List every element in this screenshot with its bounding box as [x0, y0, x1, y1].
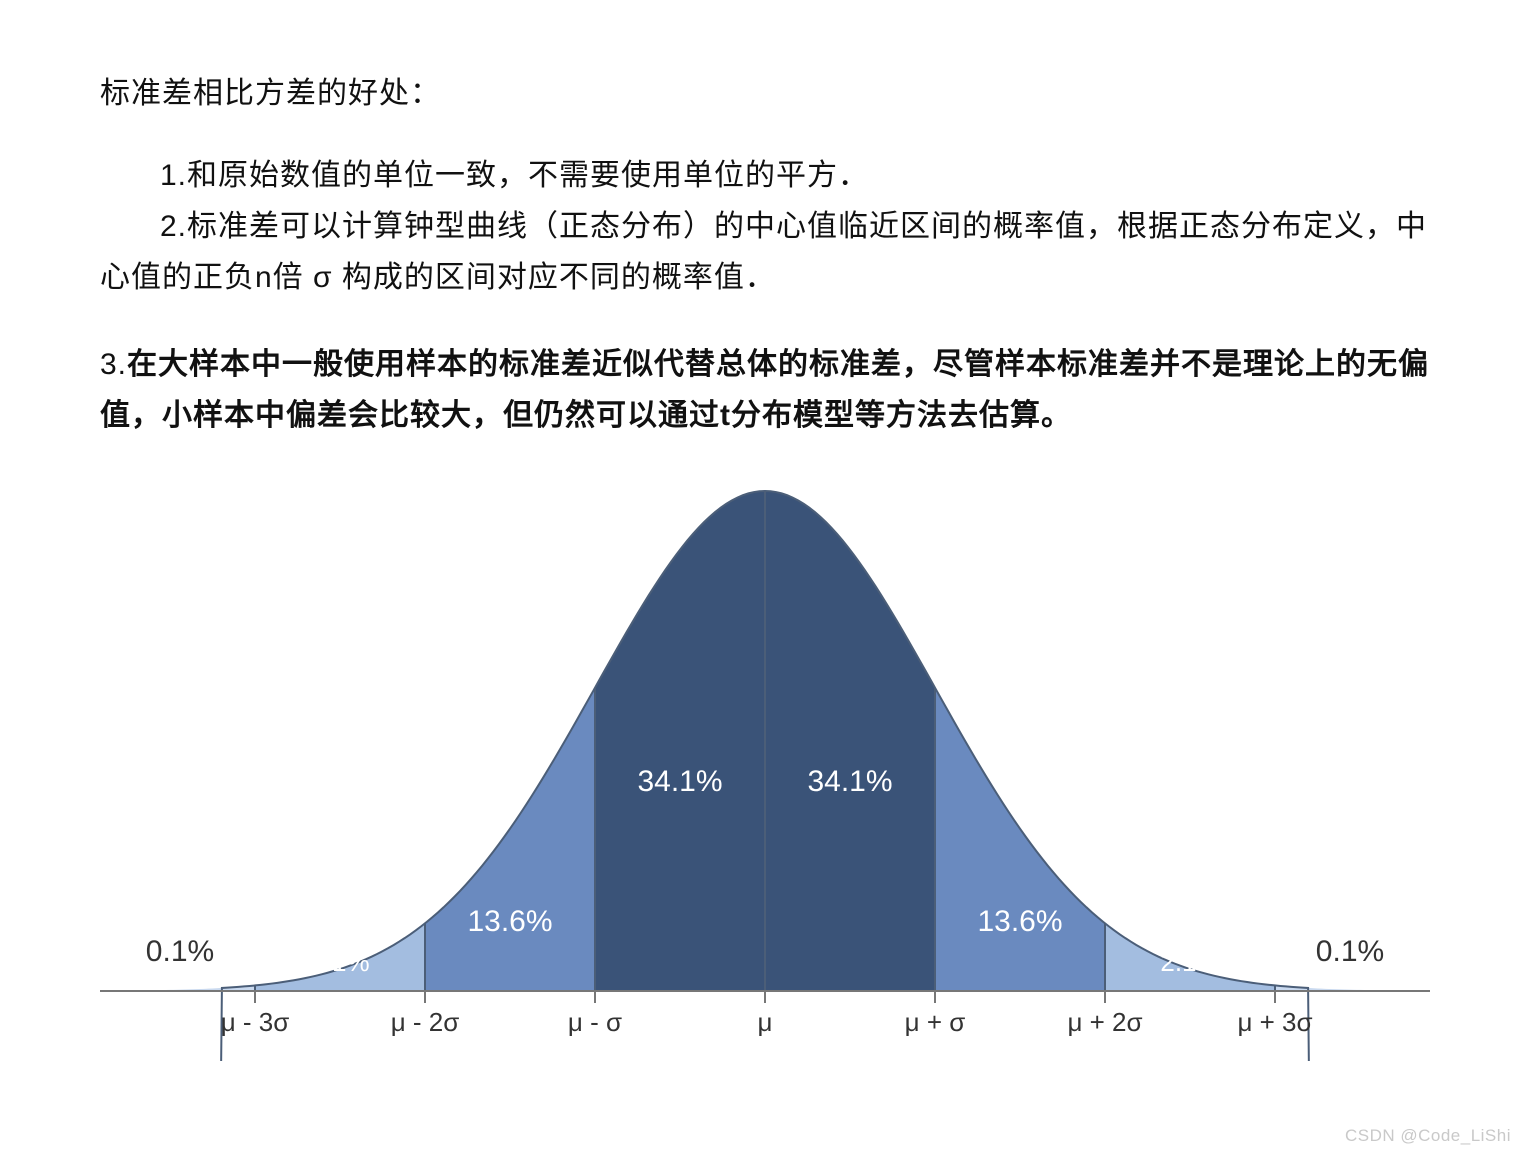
list-item-2-line-1: 2.标准差可以计算钟型曲线（正态分布）的中心值临近区间的概率值，根据正态分布定义… — [100, 201, 1431, 252]
sigma-band-2 — [595, 491, 765, 991]
axis-tick-label: μ - 2σ — [391, 1007, 460, 1037]
outside-percent-label: 0.1% — [1316, 935, 1384, 968]
axis-tick-label: μ + 3σ — [1237, 1007, 1312, 1037]
list-block: 1.和原始数值的单位一致，不需要使用单位的平方． 2.标准差可以计算钟型曲线（正… — [100, 150, 1431, 303]
percent-label: 13.6% — [467, 905, 552, 938]
document-page: 标准差相比方差的好处： 1.和原始数值的单位一致，不需要使用单位的平方． 2.标… — [0, 0, 1531, 1160]
outside-percent-label: 0.1% — [146, 935, 214, 968]
list-item-3-bold-a: 在大样本中一般使用样本的标准差近似代替总体的标准差，尽管样本标准差并不是理论上的… — [127, 348, 1429, 381]
percent-label: 2.1% — [1160, 947, 1219, 977]
sigma-band-3 — [765, 491, 935, 991]
percent-label: 2.1% — [310, 947, 369, 977]
axis-tick-label: μ - σ — [568, 1007, 622, 1037]
list-item-3-lead: 3. — [100, 348, 127, 381]
axis-tick-label: μ + σ — [905, 1007, 966, 1037]
list-item-1: 1.和原始数值的单位一致，不需要使用单位的平方． — [100, 150, 1431, 201]
percent-label: 34.1% — [637, 765, 722, 798]
section-heading: 标准差相比方差的好处： — [100, 70, 1431, 118]
watermark-text: CSDN @Code_LiShi — [1345, 1126, 1511, 1146]
list-item-3-bold-b: 值，小样本中偏差会比较大，但仍然可以通过t分布模型等方法去估算。 — [100, 390, 1431, 441]
axis-tick-label: μ — [758, 1007, 773, 1037]
normal-distribution-chart: μ - 3σ μ - 2σ μ - σ μ μ + σ μ + 2σ μ + 3σ 2.1% 1… — [100, 461, 1430, 1061]
axis-tick-label: μ - 3σ — [221, 1007, 290, 1037]
list-item-2-line-2: 心值的正负n倍 σ 构成的区间对应不同的概率值． — [100, 252, 1431, 303]
list-item-3: 3.在大样本中一般使用样本的标准差近似代替总体的标准差，尽管样本标准差并不是理论… — [100, 339, 1431, 441]
bell-curve-svg: μ - 3σ μ - 2σ μ - σ μ μ + σ μ + 2σ μ + 3σ 2.1% 1… — [100, 461, 1430, 1061]
axis-tick-label: μ + 2σ — [1067, 1007, 1142, 1037]
percent-label: 13.6% — [977, 905, 1062, 938]
percent-label: 34.1% — [807, 765, 892, 798]
